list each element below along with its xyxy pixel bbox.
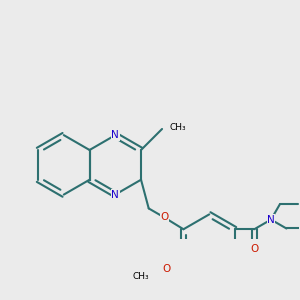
Text: O: O (250, 244, 258, 254)
Text: N: N (111, 190, 119, 200)
Text: CH₃: CH₃ (169, 123, 186, 132)
Text: N: N (267, 214, 275, 225)
Text: O: O (160, 212, 168, 222)
Text: N: N (111, 130, 119, 140)
Text: CH₃: CH₃ (133, 272, 150, 281)
Text: O: O (163, 264, 171, 274)
